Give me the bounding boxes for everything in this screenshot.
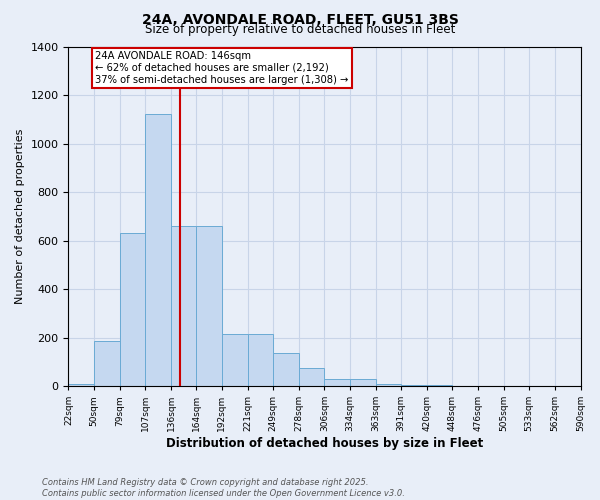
Text: Size of property relative to detached houses in Fleet: Size of property relative to detached ho… xyxy=(145,22,455,36)
Text: 24A, AVONDALE ROAD, FLEET, GU51 3BS: 24A, AVONDALE ROAD, FLEET, GU51 3BS xyxy=(142,12,458,26)
Bar xyxy=(196,226,221,386)
Bar xyxy=(94,341,120,386)
Bar xyxy=(273,354,299,386)
Bar xyxy=(221,334,248,386)
Bar xyxy=(376,384,401,386)
Bar xyxy=(350,379,376,386)
X-axis label: Distribution of detached houses by size in Fleet: Distribution of detached houses by size … xyxy=(166,437,483,450)
Bar xyxy=(120,233,145,386)
Bar xyxy=(325,379,350,386)
Bar xyxy=(299,368,325,386)
Bar xyxy=(145,114,171,386)
Bar xyxy=(68,384,94,386)
Text: 24A AVONDALE ROAD: 146sqm
← 62% of detached houses are smaller (2,192)
37% of se: 24A AVONDALE ROAD: 146sqm ← 62% of detac… xyxy=(95,52,349,84)
Y-axis label: Number of detached properties: Number of detached properties xyxy=(15,128,25,304)
Bar xyxy=(248,334,273,386)
Text: Contains HM Land Registry data © Crown copyright and database right 2025.
Contai: Contains HM Land Registry data © Crown c… xyxy=(42,478,405,498)
Bar xyxy=(401,385,427,386)
Bar xyxy=(171,226,196,386)
